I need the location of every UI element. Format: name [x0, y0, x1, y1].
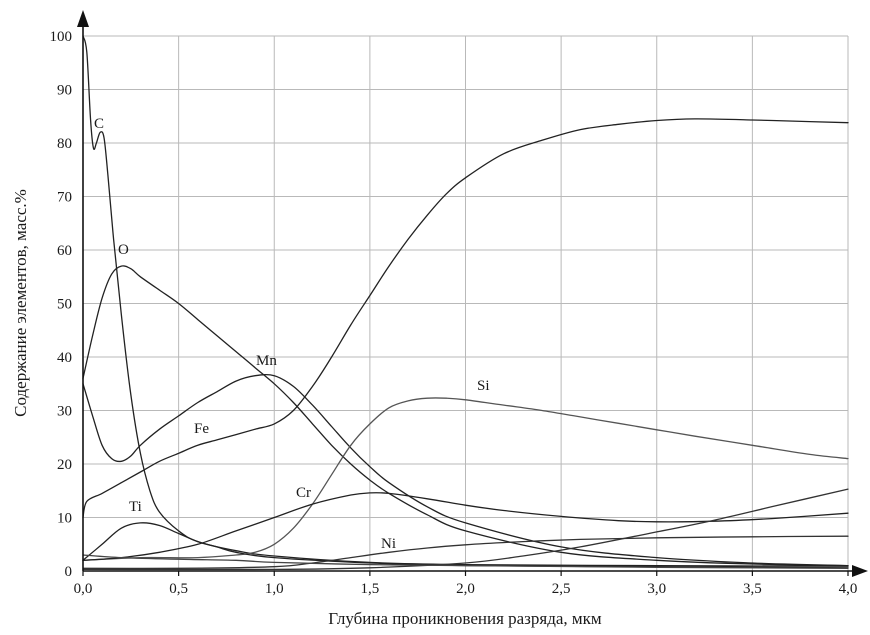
series-line-unlabeled-9: [82, 554, 849, 569]
x-tick-label: 2,5: [552, 581, 571, 597]
y-tick-label: 20: [57, 457, 72, 473]
series-label-C: C: [94, 116, 104, 132]
x-tick-label: 4,0: [839, 581, 858, 597]
y-tick-label: 50: [57, 297, 72, 313]
series-line-Ni: [82, 535, 849, 570]
grid: [83, 35, 849, 571]
x-tick-label: 0,0: [74, 581, 93, 597]
x-tick-label: 2,0: [456, 581, 475, 597]
x-tick-label: 1,5: [361, 581, 380, 597]
x-tick-label: 1,0: [265, 581, 284, 597]
series-label-Mn: Mn: [256, 353, 277, 369]
x-tick-label: 3,0: [647, 581, 666, 597]
y-tick-label: 40: [57, 350, 72, 366]
series-line-Si: [82, 397, 849, 561]
y-tick-labels: 0 10 20 30 40 50 60 70 80 90 100: [50, 29, 73, 580]
y-axis-title: Содержание элементов, масс.%: [11, 189, 30, 417]
axes: [77, 10, 868, 577]
series-label-Si: Si: [477, 378, 490, 394]
y-tick-label: 30: [57, 404, 72, 420]
y-tick-label: 70: [57, 190, 72, 206]
y-tick-label: 0: [65, 564, 73, 580]
series-line-Mn: [82, 374, 849, 567]
series-label-Ti: Ti: [129, 499, 142, 515]
series-line-Cr: [82, 492, 849, 561]
x-axis-title: Глубина проникновения разряда, мкм: [328, 609, 602, 628]
x-axis-arrow-icon: [852, 565, 868, 577]
series-labels: C O Mn Fe Si Cr Ti Ni: [94, 116, 490, 552]
y-tick-label: 80: [57, 136, 72, 152]
x-tick-label: 0,5: [169, 581, 188, 597]
series-line-Fe: [82, 118, 849, 519]
series-label-Ni: Ni: [381, 536, 396, 552]
y-tick-label: 60: [57, 243, 72, 259]
x-tick-label: 3,5: [743, 581, 762, 597]
series-line-unlabeled-8: [82, 488, 849, 571]
y-tick-label: 90: [57, 83, 72, 99]
y-tick-label: 10: [57, 511, 72, 527]
series-label-Fe: Fe: [194, 421, 209, 437]
y-tick-label: 100: [50, 29, 73, 45]
series-label-Cr: Cr: [296, 485, 311, 501]
series-lines: [82, 35, 849, 571]
series-line-O: [82, 265, 849, 567]
series-label-O: O: [118, 242, 129, 258]
x-tick-labels: 0,0 0,5 1,0 1,5 2,0 2,5 3,0 3,5 4,0: [74, 571, 858, 597]
y-axis-arrow-icon: [77, 10, 89, 27]
